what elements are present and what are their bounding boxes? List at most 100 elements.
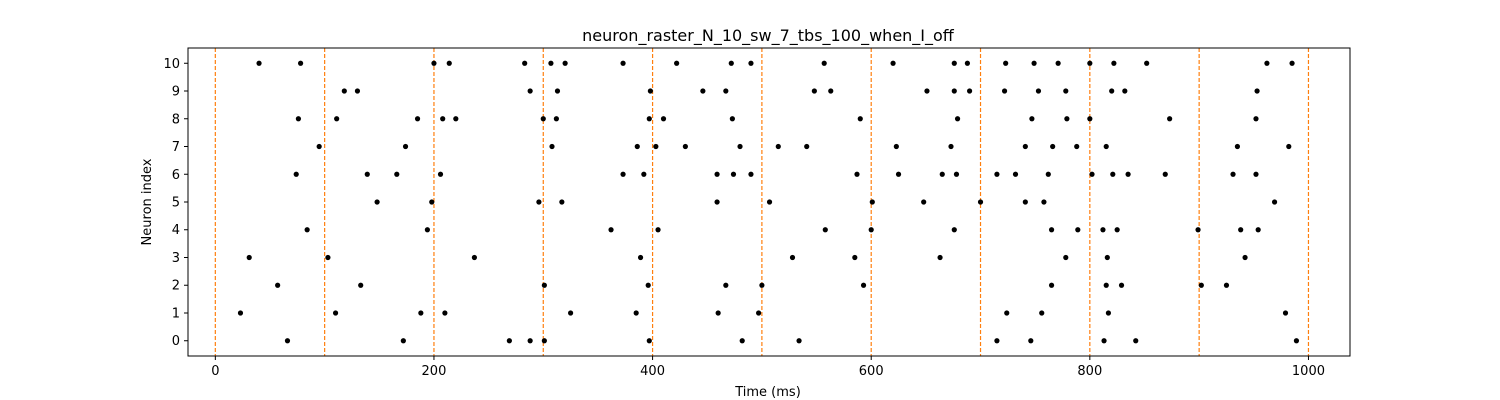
spike-point xyxy=(620,171,626,177)
spike-point xyxy=(811,88,817,94)
spike-point xyxy=(1167,116,1173,122)
spike-point xyxy=(1064,116,1070,122)
spike-point xyxy=(1162,171,1168,177)
spike-point xyxy=(293,171,299,177)
spike-point xyxy=(646,338,652,344)
spike-point xyxy=(1022,143,1028,150)
spike-point xyxy=(527,338,533,344)
spike-point xyxy=(548,60,554,66)
spike-point xyxy=(358,282,364,288)
x-tick-label: 200 xyxy=(422,364,447,379)
spike-point xyxy=(567,310,574,316)
spike-point xyxy=(549,143,555,150)
spike-point xyxy=(723,88,729,94)
spike-point xyxy=(748,171,754,177)
spike-point xyxy=(1063,88,1069,94)
spike-point xyxy=(374,199,380,205)
spike-point xyxy=(748,60,754,66)
spike-point xyxy=(1122,88,1128,94)
spike-point xyxy=(1012,171,1019,177)
spike-point xyxy=(759,282,765,288)
spike-point xyxy=(895,171,902,177)
spike-point xyxy=(1031,60,1037,66)
spike-point xyxy=(237,310,244,316)
spike-point xyxy=(316,143,322,150)
spike-point xyxy=(937,254,943,261)
y-tick-label: 6 xyxy=(172,168,180,183)
spike-point xyxy=(951,60,957,66)
spike-point xyxy=(857,116,863,122)
y-tick-label: 0 xyxy=(172,334,180,349)
spike-point xyxy=(554,88,561,94)
spike-point xyxy=(939,171,945,177)
spike-point xyxy=(637,254,644,261)
spike-point xyxy=(730,171,737,177)
y-tick-label: 4 xyxy=(172,223,180,238)
spike-point xyxy=(256,60,262,66)
spike-point xyxy=(1282,310,1289,316)
spike-point xyxy=(775,143,781,150)
spike-point xyxy=(295,116,302,122)
spike-point xyxy=(1253,171,1259,177)
spike-point xyxy=(1223,282,1230,288)
spike-point xyxy=(1242,254,1248,261)
spike-point xyxy=(1289,60,1295,66)
spike-point xyxy=(414,116,421,122)
spike-point xyxy=(284,338,291,344)
spike-point xyxy=(714,199,720,205)
spike-point xyxy=(522,60,528,66)
spike-point xyxy=(527,88,533,94)
spike-point xyxy=(1004,310,1010,316)
x-tick-label: 600 xyxy=(859,364,884,379)
spike-point xyxy=(951,88,957,94)
spike-point xyxy=(275,282,281,288)
spike-point xyxy=(655,227,661,233)
spike-point xyxy=(541,338,547,344)
x-tick-label: 800 xyxy=(1077,364,1102,379)
spike-point xyxy=(994,171,1000,177)
spike-point xyxy=(424,227,430,233)
spike-point xyxy=(868,227,874,233)
spike-point xyxy=(332,310,339,316)
spike-point xyxy=(540,116,546,122)
spike-point xyxy=(682,143,688,150)
spike-point xyxy=(1125,171,1131,177)
spike-point xyxy=(1089,171,1095,177)
spike-point xyxy=(1001,88,1008,94)
spike-point xyxy=(1022,199,1028,205)
spike-point xyxy=(1055,60,1061,66)
y-tick-label: 5 xyxy=(172,196,180,211)
spike-point xyxy=(924,88,930,94)
spike-point xyxy=(860,282,867,288)
spike-point xyxy=(1293,338,1300,344)
spike-point xyxy=(728,60,734,66)
spike-point xyxy=(1109,88,1115,94)
spike-point xyxy=(796,338,802,344)
y-tick-label: 2 xyxy=(172,279,180,294)
spike-point xyxy=(471,254,478,261)
spike-point xyxy=(400,338,406,344)
spike-point xyxy=(402,143,409,150)
spike-point xyxy=(354,88,361,94)
spike-point xyxy=(559,199,565,205)
spike-point xyxy=(948,143,954,150)
spike-point xyxy=(737,143,743,150)
spike-point xyxy=(440,116,446,122)
spike-point xyxy=(1114,227,1120,233)
spike-point xyxy=(1074,143,1080,150)
spike-point xyxy=(647,88,653,94)
spike-point xyxy=(854,171,860,177)
spike-point xyxy=(723,282,729,288)
spike-point xyxy=(325,254,331,261)
spike-point xyxy=(700,88,706,94)
spike-point xyxy=(536,199,542,205)
spike-point xyxy=(1264,60,1270,66)
spike-point xyxy=(1286,143,1292,150)
spike-point xyxy=(674,60,680,66)
y-tick-label: 8 xyxy=(172,112,180,127)
spike-point xyxy=(364,171,370,177)
spike-point xyxy=(634,143,640,150)
spike-point xyxy=(821,60,827,66)
spike-point xyxy=(429,199,435,205)
y-tick-label: 1 xyxy=(172,306,180,321)
